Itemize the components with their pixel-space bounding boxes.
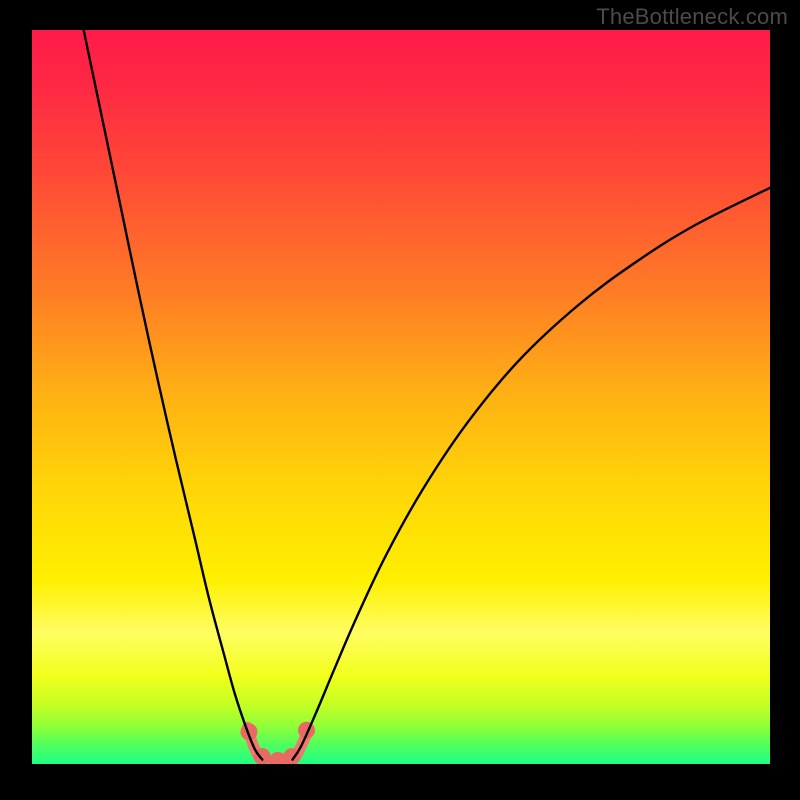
plot-area <box>32 30 770 764</box>
canvas: TheBottleneck.com <box>0 0 800 800</box>
watermark-text: TheBottleneck.com <box>596 4 788 30</box>
frame-bottom <box>0 764 800 800</box>
frame-top <box>0 0 800 30</box>
chart-background <box>32 30 770 764</box>
frame-right <box>770 0 800 800</box>
plot-svg <box>32 30 770 764</box>
frame-left <box>0 0 32 800</box>
